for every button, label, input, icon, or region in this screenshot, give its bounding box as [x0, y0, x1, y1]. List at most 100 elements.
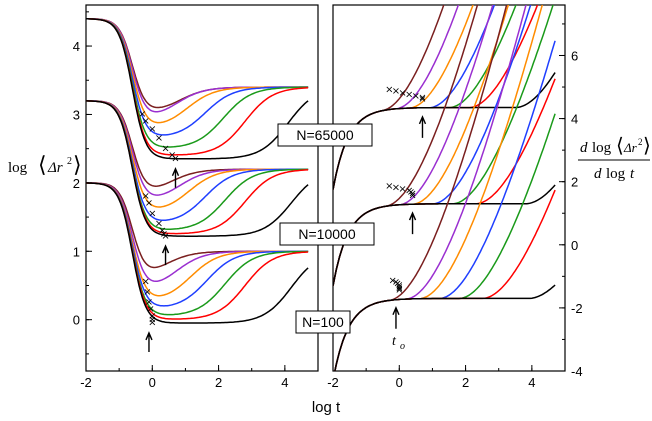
svg-text:N=10000: N=10000: [298, 226, 355, 242]
right-y-tick-label-2: 2: [571, 175, 578, 190]
right-marker-N=100-3: ×: [395, 280, 403, 291]
left-marker-N=100-6: ×: [148, 318, 156, 329]
right-marker-N=65000-5: ×: [418, 93, 426, 104]
label-n10000: N=10000: [279, 222, 375, 246]
left-marker-N=65000-6: ×: [171, 154, 179, 165]
left-marker-N=100-1: ×: [143, 287, 151, 298]
svg-text:⟨: ⟨: [38, 152, 47, 177]
left-y-tick-label-3: 3: [73, 107, 80, 122]
left-marker-N=10000-2: ×: [148, 208, 156, 219]
right-marker-N=10000-4: ×: [407, 187, 415, 198]
left-marker-N=10000-0: ×: [141, 191, 149, 202]
left-y-tick-label-4: 4: [73, 39, 80, 54]
left-marker-N=100-0: ×: [141, 277, 149, 288]
left-series-line-N=100-6: [86, 182, 309, 324]
left-marker-N=65000-5: ×: [168, 150, 176, 161]
left-marker-N=65000-0: ×: [138, 109, 146, 120]
right-marker-N=100-1: ×: [392, 277, 400, 288]
right-marker-N=10000-1: ×: [392, 182, 400, 193]
left-arrow-N=100: [145, 331, 153, 352]
svg-text:Δr: Δr: [623, 140, 638, 155]
right-y-tick-label--2: -2: [571, 301, 583, 316]
svg-text:2: 2: [67, 156, 72, 167]
left-marker-N=65000-1: ×: [141, 116, 149, 127]
right-series-line-N=100-3: [334, 40, 556, 371]
right-marker-N=10000-6: ×: [408, 190, 416, 201]
left-arrow-N=65000: [171, 166, 180, 188]
left-y-tick-label-1: 1: [73, 244, 80, 259]
right-marker-N=100-5: ×: [395, 283, 403, 294]
svg-text:N=65000: N=65000: [296, 127, 353, 143]
left-panel-frame: [85, 4, 319, 372]
left-arrow-N=10000: [161, 244, 170, 266]
left-marker-N=10000-3: ×: [155, 219, 163, 230]
left-series-line-N=65000-6: [86, 18, 309, 160]
left-marker-N=65000-4: ×: [161, 143, 169, 154]
left-marker-N=100-5: ×: [148, 314, 156, 325]
left-marker-N=10000-4: ×: [158, 225, 166, 236]
label-n100: N=100: [295, 310, 351, 334]
left-y-axis-title: log ⟨ Δr 2 ⟩: [8, 152, 82, 177]
svg-text:log: log: [8, 160, 28, 176]
left-marker-N=10000-1: ×: [145, 198, 153, 209]
svg-text:2: 2: [638, 137, 643, 147]
right-y-tick-label-4: 4: [571, 112, 578, 127]
svg-text:log: log: [592, 140, 612, 156]
x-tick-label-1--2: -2: [327, 375, 339, 390]
right-marker-N=65000-6: ×: [418, 94, 426, 105]
left-y-tick-label-2: 2: [73, 176, 80, 191]
left-marker-N=100-3: ×: [146, 304, 154, 315]
svg-text:d: d: [594, 166, 602, 182]
right-y-tick-label-0: 0: [571, 238, 578, 253]
svg-text:N=100: N=100: [302, 314, 344, 330]
right-series-line-N=100-6: [334, 284, 556, 371]
left-series-line-N=100-4: [86, 182, 309, 316]
left-series-line-N=65000-4: [86, 18, 309, 148]
right-y-tick-label-6: 6: [571, 48, 578, 63]
t-o-label: t o: [392, 334, 405, 352]
svg-text:log: log: [606, 166, 626, 182]
left-marker-N=65000-3: ×: [155, 133, 163, 144]
x-tick-label-0-4: 4: [281, 375, 288, 390]
right-marker-N=65000-4: ×: [412, 91, 420, 102]
right-marker-N=10000-0: ×: [385, 181, 393, 192]
left-marker-N=10000-6: ×: [161, 231, 169, 242]
right-series-line-N=100-2: [334, 5, 544, 371]
left-marker-N=10000-5: ×: [160, 229, 168, 240]
right-marker-N=100-0: ×: [388, 276, 396, 287]
left-series-line-N=10000-6: [86, 100, 309, 237]
x-tick-label-0-2: 2: [215, 375, 222, 390]
x-tick-label-0--2: -2: [80, 375, 92, 390]
left-marker-N=100-2: ×: [145, 297, 153, 308]
right-marker-N=10000-2: ×: [398, 184, 406, 195]
right-marker-N=65000-0: ×: [385, 85, 393, 96]
x-tick-label-1-2: 2: [462, 375, 469, 390]
x-axis-title: log t: [312, 399, 341, 416]
right-marker-N=65000-3: ×: [405, 89, 413, 100]
right-marker-N=100-2: ×: [393, 279, 401, 290]
right-y-axis-title: d log ⟨ Δr 2 ⟩ d log t: [578, 135, 651, 182]
right-series-line-N=100-0: [334, 5, 508, 371]
left-marker-N=65000-2: ×: [148, 124, 156, 135]
right-marker-N=10000-5: ×: [408, 189, 416, 200]
svg-text:t: t: [630, 166, 635, 182]
svg-text:d: d: [580, 140, 588, 156]
right-series-line-N=10000-6: [333, 184, 556, 286]
x-tick-label-1-4: 4: [528, 375, 535, 390]
right-marker-N=10000-3: ×: [405, 186, 413, 197]
right-arrow-N=100: [392, 305, 400, 329]
right-marker-N=100-6: ×: [395, 285, 403, 296]
svg-text:⟨: ⟨: [616, 135, 624, 157]
svg-text:t: t: [392, 334, 397, 349]
right-marker-N=65000-2: ×: [398, 88, 406, 99]
left-y-tick-label-0: 0: [73, 313, 80, 328]
svg-text:⟩: ⟩: [73, 152, 82, 177]
x-tick-label-0-0: 0: [149, 375, 156, 390]
right-marker-N=100-4: ×: [395, 282, 403, 293]
svg-text:Δr: Δr: [47, 160, 63, 176]
svg-text:o: o: [400, 341, 405, 352]
right-panel-frame: [332, 4, 566, 372]
left-marker-N=100-4: ×: [148, 311, 156, 322]
right-y-tick-label--4: -4: [571, 364, 583, 379]
